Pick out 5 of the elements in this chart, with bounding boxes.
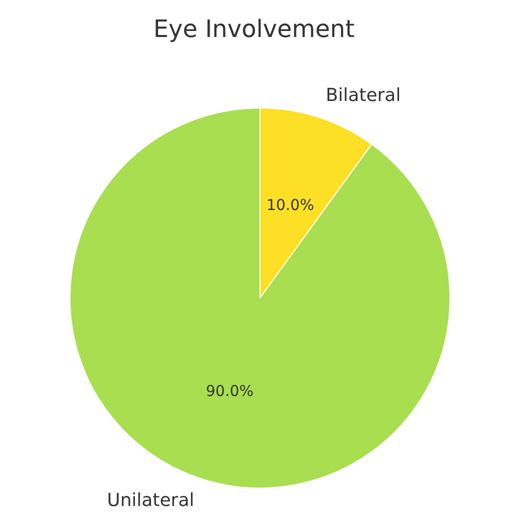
data-label: 10.0% bbox=[266, 196, 314, 214]
slice-label: Bilateral bbox=[326, 85, 401, 106]
slice-label: Unilateral bbox=[107, 490, 194, 511]
data-label: 90.0% bbox=[206, 382, 254, 400]
chart-title: Eye Involvement bbox=[153, 15, 355, 43]
